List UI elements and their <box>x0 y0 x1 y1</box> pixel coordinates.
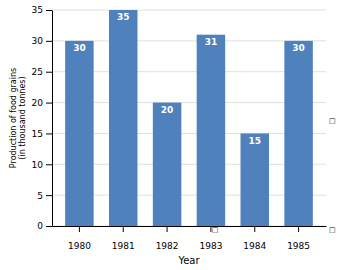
y-tick: 10 <box>32 160 52 170</box>
x-axis-title: Year <box>177 255 200 266</box>
data-label: 30 <box>292 43 305 53</box>
x-tick-label: 1985 <box>287 241 310 251</box>
grid <box>52 10 326 226</box>
y-tick: 30 <box>32 36 52 46</box>
chart-svg: 0 5 10 15 20 25 30 35 1980 1981 1982 1983 1984 1985 30… <box>0 0 342 270</box>
data-label: 20 <box>161 105 174 115</box>
y-axis: 0 5 10 15 20 25 30 35 <box>32 5 53 231</box>
chart-container: 0 5 10 15 20 25 30 35 1980 1981 1982 1983 1984 1985 30… <box>0 0 342 270</box>
y-tick-mark <box>46 195 52 196</box>
y-tick-label: 25 <box>32 67 43 77</box>
annotation: □ <box>329 117 336 125</box>
data-labels: 30 35 20 31 15 30 <box>73 12 305 145</box>
bar <box>241 133 269 226</box>
data-label: 35 <box>117 12 130 22</box>
x-tick: 1981 <box>112 226 135 251</box>
y-tick-label: 5 <box>37 191 43 201</box>
y-tick: 25 <box>32 67 52 77</box>
x-axis-line <box>53 226 327 227</box>
y-axis-title-line: (in thousand tonnes) <box>18 76 27 159</box>
x-tick-label: 1981 <box>112 241 135 251</box>
annotation: □ <box>329 226 336 234</box>
annotation: □ <box>212 226 219 234</box>
y-tick-mark <box>46 226 52 227</box>
bar <box>109 10 137 226</box>
x-tick-label: 1980 <box>68 241 91 251</box>
y-tick-mark <box>46 103 52 104</box>
y-tick-label: 20 <box>32 98 44 108</box>
bar <box>197 35 225 226</box>
y-tick: 20 <box>32 98 52 108</box>
grid-line <box>52 10 326 11</box>
y-tick: 35 <box>32 5 52 15</box>
plot: 0 5 10 15 20 25 30 35 1980 1981 1982 1983 1984 1985 30… <box>32 5 327 251</box>
x-tick-mark <box>167 226 168 232</box>
y-tick-label: 0 <box>37 221 43 231</box>
y-tick-mark <box>46 164 52 165</box>
y-tick-label: 30 <box>32 36 44 46</box>
y-tick: 15 <box>32 129 52 139</box>
y-tick-mark <box>46 41 52 42</box>
x-tick: 1983 <box>199 226 222 251</box>
y-tick-label: 15 <box>32 129 43 139</box>
x-tick: 1980 <box>68 226 91 251</box>
bars <box>65 10 313 226</box>
x-tick-label: 1983 <box>199 241 222 251</box>
x-tick-mark <box>254 226 255 232</box>
y-tick-label: 10 <box>32 160 44 170</box>
x-tick: 1982 <box>156 226 179 251</box>
x-axis: 1980 1981 1982 1983 1984 1985 <box>53 226 327 251</box>
y-tick-mark <box>46 133 52 134</box>
y-tick: 5 <box>37 191 52 201</box>
y-axis-title: Production of food grains(in thousand to… <box>9 68 27 168</box>
data-label: 31 <box>205 37 218 47</box>
bar <box>153 103 181 226</box>
y-tick-label: 35 <box>32 5 43 15</box>
x-tick-label: 1982 <box>156 241 179 251</box>
x-tick-label: 1984 <box>243 241 266 251</box>
annotations: □ □ □ <box>212 117 336 234</box>
y-axis-line <box>52 11 53 227</box>
data-label: 30 <box>73 43 86 53</box>
bar <box>65 41 93 226</box>
x-tick: 1985 <box>287 226 310 251</box>
x-tick-mark <box>123 226 124 232</box>
x-tick: 1984 <box>243 226 266 251</box>
y-axis-title-line: Production of food grains <box>9 68 18 168</box>
y-tick: 0 <box>37 221 52 231</box>
y-tick-mark <box>46 10 52 11</box>
bar <box>284 41 312 226</box>
x-tick-mark <box>298 226 299 232</box>
x-tick-mark <box>79 226 80 232</box>
y-tick-mark <box>46 72 52 73</box>
data-label: 15 <box>248 136 261 146</box>
